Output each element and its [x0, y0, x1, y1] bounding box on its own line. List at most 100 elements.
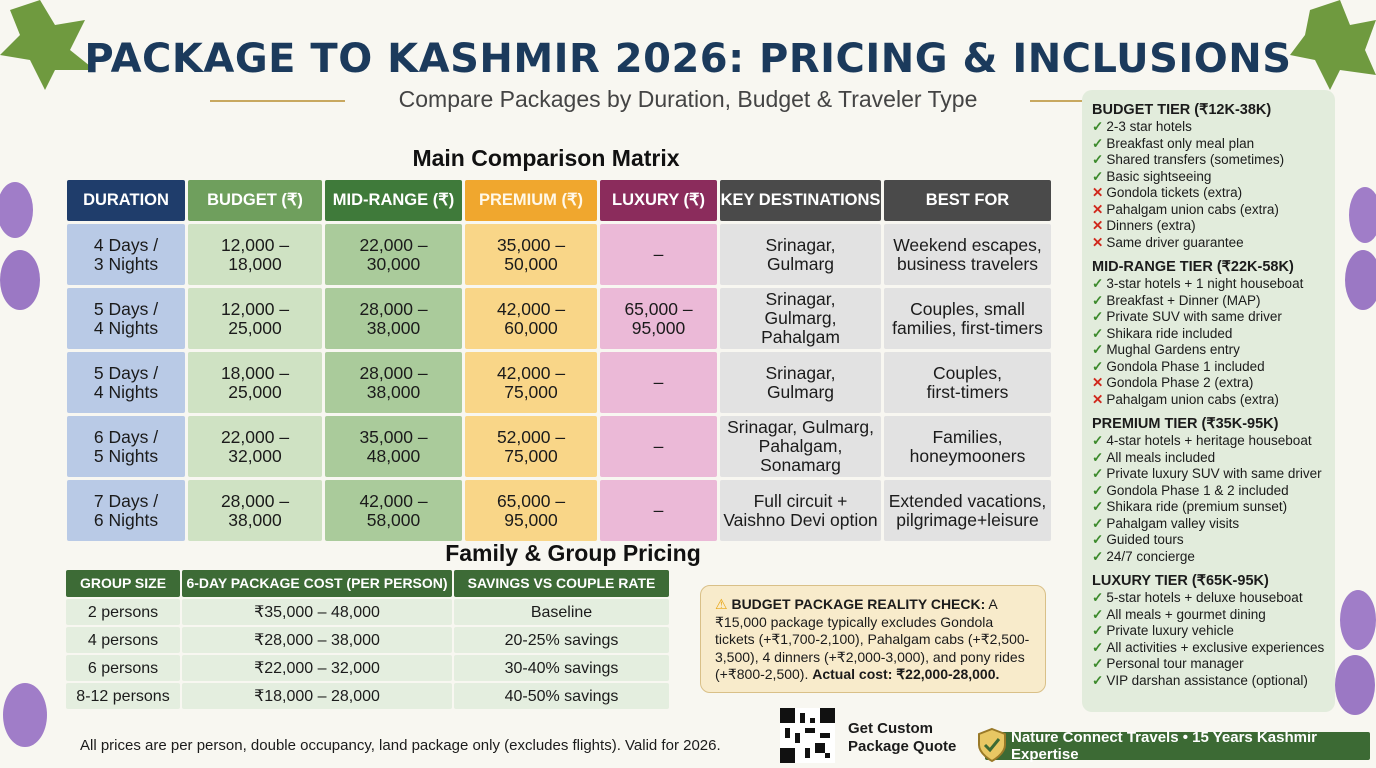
check-icon: ✓ [1092, 466, 1104, 481]
tier-inclusions-panel: BUDGET TIER (₹12K-38K) ✓ 2-3 star hotels ✓ B… [1082, 90, 1335, 712]
inclusion-text: Pahalgam union cabs (extra) [1106, 201, 1279, 217]
check-icon: ✓ [1092, 135, 1104, 151]
inclusion-text: 24/7 concierge [1106, 548, 1195, 564]
tier-title: MID-RANGE TIER (₹22K-58K) [1092, 259, 1294, 275]
inclusion-item: ✓ Shikara ride (premium sunset) [1092, 499, 1325, 516]
inclusion-text: 2-3 star hotels [1106, 119, 1192, 134]
inclusion-item: ✓ Shared transfers (sometimes) [1092, 152, 1325, 169]
inclusion-item: ✕ Pahalgam union cabs (extra) [1092, 392, 1325, 409]
check-icon: ✓ [1092, 168, 1104, 184]
matrix-cell: 35,000 – 48,000 [325, 416, 462, 477]
inclusion-text: Pahalgam valley visits [1106, 515, 1240, 531]
inclusion-text: Private SUV with same driver [1106, 309, 1282, 324]
inclusion-text: Pahalgam union cabs (extra) [1106, 391, 1279, 407]
family-column-header: GROUP SIZE [66, 570, 180, 597]
check-icon: ✓ [1092, 309, 1104, 324]
check-icon: ✓ [1092, 623, 1104, 638]
matrix-cell: Extended vacations, pilgrimage+leisure [884, 480, 1051, 541]
crocus-flower-decoration-icon [1335, 590, 1376, 715]
inclusion-text: Gondola Phase 1 included [1106, 358, 1265, 374]
matrix-cell: 5 Days / 4 Nights [67, 288, 185, 349]
check-icon: ✓ [1092, 342, 1104, 357]
matrix-column-header: BUDGET (₹) [188, 180, 322, 221]
inclusion-text: Shikara ride included [1106, 325, 1233, 341]
inclusion-item: ✓ VIP darshan assistance (optional) [1092, 673, 1325, 690]
check-icon: ✓ [1092, 152, 1104, 167]
matrix-cell: 4 Days / 3 Nights [67, 224, 185, 285]
inclusion-text: Guided tours [1106, 532, 1184, 547]
family-cell: ₹28,000 – 38,000 [182, 627, 452, 653]
inclusion-item: ✓ 24/7 concierge [1092, 549, 1325, 566]
matrix-cell: 28,000 – 38,000 [325, 352, 462, 413]
tier-section: BUDGET TIER (₹12K-38K) ✓ 2-3 star hotels ✓ B… [1092, 102, 1325, 251]
matrix-cell: – [600, 352, 717, 413]
check-icon: ✓ [1092, 482, 1104, 498]
matrix-cell: 42,000 – 75,000 [465, 352, 597, 413]
check-icon: ✓ [1092, 433, 1104, 448]
inclusion-text: Breakfast + Dinner (MAP) [1106, 292, 1261, 308]
check-icon: ✓ [1092, 358, 1104, 374]
matrix-cell: Srinagar, Gulmarg, Pahalgam, Sonamarg [720, 416, 881, 477]
inclusion-item: ✕ Pahalgam union cabs (extra) [1092, 202, 1325, 219]
matrix-cell: Srinagar, Gulmarg [720, 352, 881, 413]
matrix-column-header: LUXURY (₹) [600, 180, 717, 221]
inclusion-item: ✓ Private SUV with same driver [1092, 309, 1325, 326]
inclusion-text: All meals included [1106, 449, 1216, 465]
family-cell: Baseline [454, 599, 669, 625]
matrix-cell: – [600, 416, 717, 477]
crocus-flower-decoration-icon [0, 182, 40, 310]
family-cell: ₹35,000 – 48,000 [182, 599, 452, 625]
inclusion-text: VIP darshan assistance (optional) [1106, 672, 1308, 688]
matrix-column-header: KEY DESTINATIONS [720, 180, 881, 221]
reality-check-label: BUDGET PACKAGE REALITY CHECK: [731, 596, 986, 612]
matrix-heading: Main Comparison Matrix [412, 145, 680, 171]
tier-section: PREMIUM TIER (₹35K-95K) ✓ 4-star hotels + … [1092, 416, 1325, 565]
brand-banner: Nature Connect Travels • 15 Years Kashmi… [985, 729, 1370, 763]
family-column-header: 6-DAY PACKAGE COST (PER PERSON) [182, 570, 452, 597]
footer-note: All prices are per person, double occupa… [80, 737, 721, 754]
matrix-cell: 5 Days / 4 Nights [67, 352, 185, 413]
inclusion-item: ✓ Private luxury vehicle [1092, 623, 1325, 640]
inclusion-item: ✓ Gondola Phase 1 included [1092, 359, 1325, 376]
inclusion-text: Private luxury vehicle [1106, 623, 1234, 638]
family-cell: 30-40% savings [454, 655, 669, 681]
matrix-cell: Families, honeymooners [884, 416, 1051, 477]
tier-title: PREMIUM TIER (₹35K-95K) [1092, 416, 1279, 432]
check-icon: ✓ [1092, 499, 1104, 514]
inclusion-text: Gondola tickets (extra) [1106, 185, 1243, 200]
divider [210, 100, 345, 102]
warning-icon: ⚠ [715, 596, 728, 612]
reality-check-box: ⚠ BUDGET PACKAGE REALITY CHECK: A ₹15,00… [700, 585, 1046, 693]
cross-icon: ✕ [1092, 201, 1104, 217]
inclusion-text: Gondola Phase 2 (extra) [1106, 375, 1254, 390]
inclusion-text: Shikara ride (premium sunset) [1106, 499, 1288, 514]
inclusion-item: ✕ Gondola tickets (extra) [1092, 185, 1325, 202]
inclusion-text: Same driver guarantee [1106, 234, 1244, 250]
matrix-column-header: DURATION [67, 180, 185, 221]
matrix-column-header: MID-RANGE (₹) [325, 180, 462, 221]
matrix-cell: 28,000 – 38,000 [325, 288, 462, 349]
matrix-cell: 35,000 – 50,000 [465, 224, 597, 285]
inclusion-item: ✓ Private luxury SUV with same driver [1092, 466, 1325, 483]
custom-quote-link[interactable]: Get Custom Package Quote [848, 720, 957, 755]
check-icon: ✓ [1092, 639, 1104, 655]
matrix-cell: – [600, 480, 717, 541]
cross-icon: ✕ [1092, 185, 1104, 200]
tier-section: LUXURY TIER (₹65K-95K) ✓ 5-star hotels + d… [1092, 573, 1325, 689]
family-column-header: SAVINGS VS COUPLE RATE [454, 570, 669, 597]
actual-cost: Actual cost: ₹22,000-28,000. [812, 666, 1000, 682]
cross-icon: ✕ [1092, 218, 1104, 233]
maple-leaf-decoration-icon [1290, 0, 1376, 90]
inclusion-item: ✓ Mughal Gardens entry [1092, 342, 1325, 359]
matrix-cell: – [600, 224, 717, 285]
matrix-cell: 22,000 – 32,000 [188, 416, 322, 477]
matrix-cell: Weekend escapes, business travelers [884, 224, 1051, 285]
inclusion-item: ✓ All activities + exclusive experiences [1092, 640, 1325, 657]
maple-leaf-decoration-icon [0, 0, 95, 90]
check-icon: ✓ [1092, 449, 1104, 465]
tier-title: BUDGET TIER (₹12K-38K) [1092, 102, 1272, 118]
qr-code-icon[interactable] [780, 708, 835, 763]
check-icon: ✓ [1092, 292, 1104, 308]
family-cell: 4 persons [66, 627, 180, 653]
inclusion-text: 3-star hotels + 1 night houseboat [1106, 276, 1304, 291]
